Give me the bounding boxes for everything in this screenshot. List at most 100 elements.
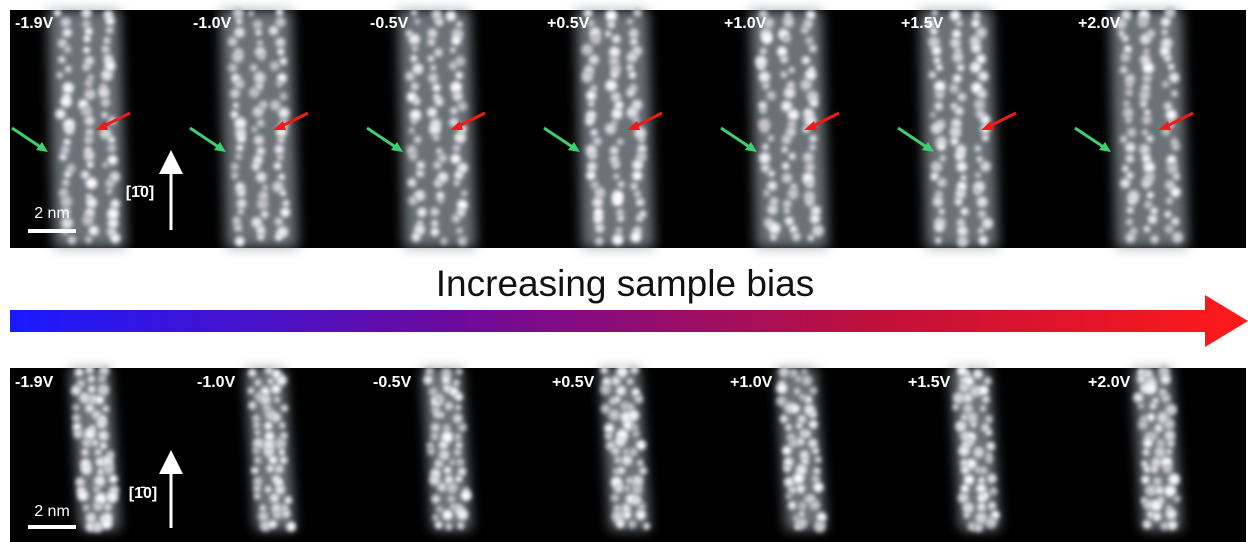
atom: [978, 476, 986, 484]
atom: [794, 375, 802, 383]
atom: [73, 429, 84, 439]
atom: [432, 83, 441, 92]
atom: [798, 510, 806, 518]
atom: [441, 367, 452, 379]
atom: [271, 384, 281, 394]
atom: [266, 464, 275, 473]
panel-label: +0.5V: [552, 374, 595, 391]
atom: [604, 432, 613, 441]
atom: [456, 21, 463, 28]
atom: [789, 368, 799, 378]
atom: [1165, 448, 1173, 456]
atom: [936, 64, 943, 71]
atom: [612, 234, 624, 246]
atom: [269, 61, 280, 71]
atom: [259, 100, 268, 109]
atom: [256, 119, 265, 128]
atom: [83, 427, 96, 440]
atom: [424, 366, 434, 376]
atom: [258, 511, 269, 522]
atom: [1115, 18, 1127, 30]
atom: [275, 37, 286, 48]
atom: [801, 56, 811, 65]
atom: [430, 227, 440, 237]
atom: [432, 514, 440, 521]
atom: [796, 484, 806, 494]
atom: [1144, 200, 1153, 209]
atom: [952, 392, 965, 405]
atom: [252, 106, 264, 118]
atom: [970, 43, 982, 54]
atom: [594, 187, 606, 199]
atom: [1141, 475, 1150, 484]
atom: [252, 447, 261, 455]
atom: [614, 456, 622, 464]
atom: [94, 448, 102, 456]
atom: [800, 26, 809, 35]
atom: [107, 207, 119, 220]
atom: [423, 375, 433, 385]
atom: [1143, 499, 1154, 510]
atom: [280, 404, 288, 412]
atom: [952, 403, 960, 411]
atom: [804, 395, 813, 404]
atom: [590, 33, 602, 45]
atom: [411, 232, 421, 242]
atom: [457, 162, 468, 174]
atom: [274, 217, 284, 226]
atom: [61, 207, 71, 217]
atom: [607, 20, 616, 29]
atom: [55, 108, 66, 120]
atom: [81, 448, 89, 457]
atom: [97, 383, 110, 396]
atom: [761, 33, 773, 45]
atom: [978, 385, 989, 396]
atom: [86, 161, 94, 169]
atom: [71, 385, 82, 396]
atom: [1171, 142, 1181, 151]
atom: [638, 466, 648, 475]
atom: [980, 114, 991, 125]
atom: [954, 197, 963, 206]
atom: [264, 365, 274, 375]
atom: [1138, 419, 1149, 430]
atom: [976, 88, 987, 99]
atom: [429, 474, 441, 486]
red-arrow: [101, 111, 131, 129]
atom: [275, 478, 284, 487]
green-arrowhead: [214, 142, 226, 152]
atom: [809, 410, 817, 419]
red-arrowhead: [273, 121, 286, 130]
atom: [981, 217, 994, 230]
atom: [236, 133, 247, 144]
atom: [804, 69, 817, 81]
atom: [248, 10, 255, 17]
atom: [253, 134, 265, 146]
atom: [949, 10, 961, 21]
atom: [91, 521, 104, 533]
atom: [1164, 429, 1176, 441]
atom: [762, 81, 770, 90]
atom: [809, 98, 819, 108]
atom: [630, 37, 638, 46]
atom: [448, 61, 458, 71]
atom: [594, 223, 605, 234]
atom: [98, 430, 109, 441]
atom: [609, 46, 621, 58]
atom: [1122, 107, 1134, 119]
atom: [626, 63, 634, 72]
atom: [950, 136, 959, 146]
atom: [605, 9, 618, 22]
atom: [101, 69, 113, 81]
atom: [264, 421, 273, 431]
atom: [455, 55, 466, 67]
atom: [234, 27, 245, 38]
atom: [636, 215, 643, 222]
atom: [251, 162, 261, 171]
atom: [1123, 100, 1131, 108]
atom: [416, 169, 425, 178]
atom: [949, 83, 960, 94]
atom: [612, 195, 624, 207]
atom: [766, 90, 777, 101]
atom: [767, 135, 774, 142]
